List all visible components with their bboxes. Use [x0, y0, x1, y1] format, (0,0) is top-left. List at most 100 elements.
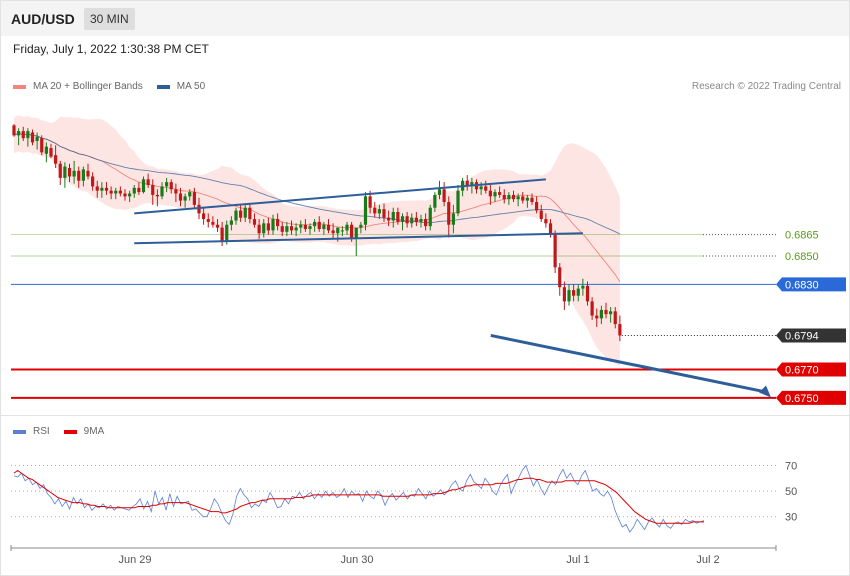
candle-body: [100, 187, 104, 191]
candle-body: [243, 207, 247, 218]
candle-body: [479, 186, 483, 190]
candle: [178, 187, 183, 207]
candle: [239, 204, 243, 222]
candle: [271, 214, 275, 235]
timeframe-badge[interactable]: 30 MIN: [84, 8, 135, 30]
projection-arrow-line: [490, 333, 767, 394]
candle-body: [86, 170, 90, 177]
legend-label-9ma: 9MA: [83, 426, 105, 437]
rsi-legend: RSI 9MA: [13, 426, 118, 437]
candle: [234, 207, 238, 225]
candle-body: [132, 187, 136, 194]
candle-body: [502, 194, 506, 200]
candle-body: [530, 197, 534, 203]
candle: [215, 219, 220, 232]
candle: [521, 192, 525, 204]
candle: [202, 207, 206, 225]
candle: [100, 182, 104, 198]
candle-body: [595, 315, 599, 319]
candle-body: [91, 176, 95, 187]
candle: [618, 315, 622, 342]
candle: [484, 180, 488, 194]
candle-body: [576, 288, 580, 296]
candle: [322, 221, 326, 235]
candle-body: [400, 216, 405, 222]
candle-body: [618, 324, 622, 336]
candle-body: [192, 192, 196, 205]
copyright-notice: Research © 2022 Trading Central: [691, 81, 841, 92]
candle-body: [567, 290, 571, 302]
candle: [183, 193, 187, 208]
candle: [160, 182, 164, 200]
candle: [303, 219, 307, 232]
candle: [243, 203, 247, 222]
candle-body: [211, 221, 215, 225]
candle: [572, 284, 576, 302]
candle: [86, 163, 90, 180]
candle: [26, 128, 30, 147]
legend-item-ma50: MA 50: [156, 81, 205, 92]
candle: [553, 230, 557, 273]
candle-body: [340, 230, 344, 232]
candle: [40, 135, 44, 156]
candle-body: [44, 146, 48, 154]
level-label-0.6794: 0.6794: [785, 330, 819, 342]
level-label-0.6865: 0.6865: [785, 230, 819, 242]
candle: [391, 207, 395, 228]
candle: [585, 281, 590, 306]
candle: [377, 204, 381, 220]
candle-body: [350, 224, 354, 239]
candle-body: [572, 290, 576, 296]
candle: [118, 186, 122, 197]
chart-datetime: Friday, July 1, 2022 1:30:38 PM CET: [13, 42, 209, 56]
legend-swatch-9ma: [63, 429, 77, 434]
candle: [525, 194, 529, 208]
candle-body: [437, 189, 442, 195]
candle: [613, 307, 617, 329]
candle: [49, 143, 53, 159]
candle-body: [525, 197, 529, 201]
candle: [405, 211, 409, 228]
candle: [590, 297, 594, 320]
candle-body: [220, 227, 224, 242]
candle: [414, 211, 418, 227]
candle: [141, 176, 146, 194]
bollinger-band-group: [14, 115, 620, 367]
candle: [81, 166, 85, 187]
candle-body: [72, 170, 76, 177]
candle: [206, 213, 210, 228]
projection-arrow-head: [759, 385, 771, 398]
candle-body: [456, 190, 460, 214]
candle: [77, 166, 81, 188]
candle-body: [188, 192, 192, 197]
candle: [604, 302, 608, 319]
candle-body: [26, 131, 30, 139]
candle-body: [234, 210, 238, 221]
candle-body: [21, 131, 25, 139]
candle: [211, 216, 215, 228]
candle-body: [590, 301, 594, 316]
candle: [433, 192, 437, 212]
candle: [248, 203, 252, 224]
candle-body: [183, 196, 187, 201]
candle: [137, 182, 141, 195]
candle-body: [63, 166, 67, 178]
legend-label-ma20: MA 20 + Bollinger Bands: [33, 81, 143, 92]
candle-body: [165, 182, 169, 187]
candle-body: [95, 186, 99, 191]
candle: [128, 190, 132, 203]
candle: [428, 204, 432, 231]
price-legend: MA 20 + Bollinger Bands MA 50: [13, 81, 219, 92]
candle-body: [128, 193, 132, 197]
x-tick-label: Jul 1: [566, 554, 589, 566]
candle: [67, 163, 72, 183]
candle-body: [12, 125, 16, 136]
candle-body: [410, 217, 414, 224]
candle-body: [109, 190, 113, 194]
candle-body: [377, 209, 381, 214]
candle: [345, 221, 349, 235]
candle-body: [289, 226, 294, 231]
legend-item-ma20: MA 20 + Bollinger Bands: [13, 81, 143, 92]
